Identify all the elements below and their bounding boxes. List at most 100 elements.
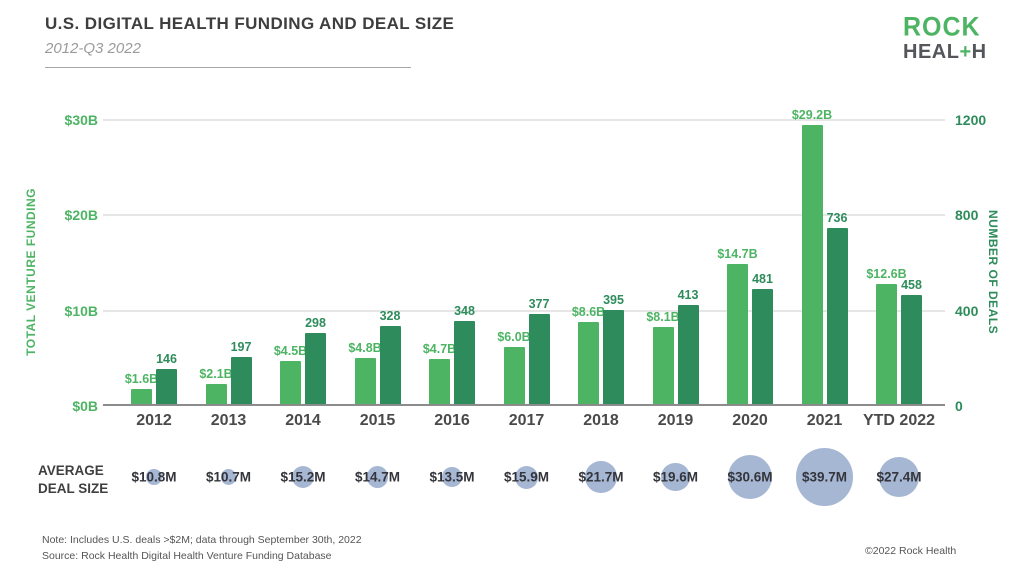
left-axis-tick-10b: $10B — [64, 303, 98, 319]
deals-bar-wrap: 197 — [230, 340, 252, 404]
bar-group-ytd-2022: $12.6B 458 — [866, 267, 924, 404]
deals-bar — [603, 310, 624, 404]
funding-bar-label: $4.5B — [273, 344, 308, 358]
avg-deal-size-bubble — [661, 462, 690, 492]
avg-deal-size-value: $39.7M — [801, 469, 848, 485]
average-deal-size-label: AVERAGE DEAL SIZE — [38, 463, 109, 496]
deals-bar — [230, 357, 252, 404]
deals-bar-wrap: 348 — [454, 304, 475, 404]
funding-bar-wrap: $8.6B — [572, 305, 605, 404]
footnote: Note: Includes U.S. deals >$2M; data thr… — [42, 533, 362, 565]
x-axis-label-2021: 2021 — [806, 412, 843, 429]
avg-deal-size-value: $21.7M — [578, 469, 624, 485]
avg-deal-size-bubble — [585, 461, 617, 493]
right-axis-tick-1200: 1200 — [955, 112, 987, 128]
right-axis-tick-0: 0 — [955, 398, 963, 414]
funding-bar-wrap: $8.1B — [646, 310, 680, 404]
avg-deal-size-value: $15.9M — [503, 469, 550, 485]
logo-line1: ROCK — [903, 11, 981, 43]
deals-bar-wrap: 481 — [752, 272, 773, 404]
deals-bar-label: 377 — [528, 297, 550, 311]
bar-group-2012: $1.6B 146 — [125, 352, 179, 404]
rock-health-logo: ROCK HEAL+H — [903, 11, 987, 63]
x-axis-label-2018: 2018 — [583, 412, 619, 429]
funding-bar — [280, 361, 301, 404]
funding-bar-wrap: $2.1B — [199, 367, 233, 404]
logo-h: H — [971, 41, 987, 63]
funding-bar-label: $8.1B — [646, 310, 680, 324]
funding-bar — [354, 358, 376, 404]
deals-bar-wrap: 736 — [826, 211, 848, 404]
deals-bar — [305, 333, 326, 404]
avg-deal-size-value: $30.6M — [727, 469, 773, 485]
deals-bar-wrap: 377 — [528, 297, 550, 404]
avg-deal-size-value: $13.5M — [429, 469, 475, 485]
avg-deal-size-bubble — [727, 454, 773, 500]
deals-bar — [379, 326, 401, 404]
gridline-20b — [103, 214, 945, 216]
avg-deal-size-value: $10.8M — [131, 469, 177, 485]
x-axis-label-2015: 2015 — [359, 412, 396, 429]
bar-group-2019: $8.1B 413 — [646, 288, 701, 404]
avg-deal-size-bubble — [366, 466, 389, 488]
avg-deal-size-value: $27.4M — [876, 469, 922, 485]
funding-bar-label: $4.8B — [348, 341, 382, 355]
funding-bar-label: $12.6B — [866, 267, 907, 281]
funding-bar-label: $1.6B — [124, 372, 159, 386]
page-subtitle: 2012-Q3 2022 — [45, 40, 141, 57]
funding-bar-wrap: $4.7B — [423, 342, 456, 404]
funding-bar-wrap: $29.2B — [792, 108, 832, 404]
avg-deal-size-bubble — [879, 457, 919, 497]
bar-group-2017: $6.0B 377 — [497, 297, 552, 404]
bar-group-2013: $2.1B 197 — [199, 340, 254, 404]
deals-bar — [156, 369, 177, 404]
funding-bar-wrap: $4.8B — [348, 341, 382, 404]
funding-bar — [503, 347, 525, 404]
avg-deal-size-value: $14.7M — [354, 469, 401, 485]
deals-bar — [901, 295, 922, 404]
deals-bar — [454, 321, 475, 404]
funding-bar — [131, 389, 152, 404]
x-axis-label-2019: 2019 — [657, 412, 694, 429]
deals-bar-label: 197 — [230, 340, 252, 354]
funding-bar-label: $4.7B — [422, 342, 457, 356]
funding-bar-label: $29.2B — [791, 108, 833, 122]
logo-heal: HEAL — [903, 41, 960, 63]
deals-bar-wrap: 328 — [379, 309, 401, 404]
source-text: Rock Health Digital Health Venture Fundi… — [81, 549, 332, 562]
left-axis-tick-20b: $20B — [64, 207, 98, 223]
gridline-30b — [103, 119, 945, 121]
funding-bar — [429, 359, 450, 404]
bar-group-2014: $4.5B 298 — [274, 316, 328, 404]
footnote-note: Note: Includes U.S. deals >$2M; data thr… — [42, 534, 362, 546]
copyright: ©2022 Rock Health — [865, 545, 957, 557]
right-axis-title: NUMBER OF DEALS — [986, 210, 1000, 335]
x-axis-label-2012: 2012 — [136, 412, 172, 429]
x-axis-label-2016: 2016 — [434, 412, 470, 429]
avg-deal-size-bubble — [146, 469, 162, 485]
avg-deal-size-bubble — [220, 469, 237, 485]
deals-bar-label: 298 — [305, 316, 326, 330]
deals-bar-wrap: 413 — [677, 288, 699, 404]
avg-deal-size-value: $15.2M — [280, 469, 326, 485]
avg-deal-size-bubble — [795, 448, 854, 506]
deals-bar-wrap: 458 — [901, 278, 922, 404]
deals-bar-label: 481 — [752, 272, 773, 286]
gridline-10b — [103, 310, 945, 312]
bar-group-2018: $8.6B 395 — [572, 293, 626, 404]
plus-icon: + — [959, 41, 972, 63]
x-axis-label-2013: 2013 — [210, 412, 247, 429]
avg-deal-size-value: $19.6M — [652, 469, 699, 485]
avg-deal-size-bubble — [442, 467, 462, 487]
x-axis-label-2014: 2014 — [285, 412, 321, 429]
funding-bar-wrap: $4.5B — [274, 344, 307, 404]
funding-bar-label: $8.6B — [571, 305, 606, 319]
right-axis-tick-400: 400 — [955, 303, 979, 319]
deals-bar-label: 413 — [677, 288, 699, 302]
funding-bar — [652, 327, 674, 404]
x-axis-label-2020: 2020 — [732, 412, 768, 429]
bar-group-2015: $4.8B 328 — [348, 309, 403, 404]
deals-bar — [677, 305, 699, 404]
deals-bar-label: 395 — [603, 293, 624, 307]
